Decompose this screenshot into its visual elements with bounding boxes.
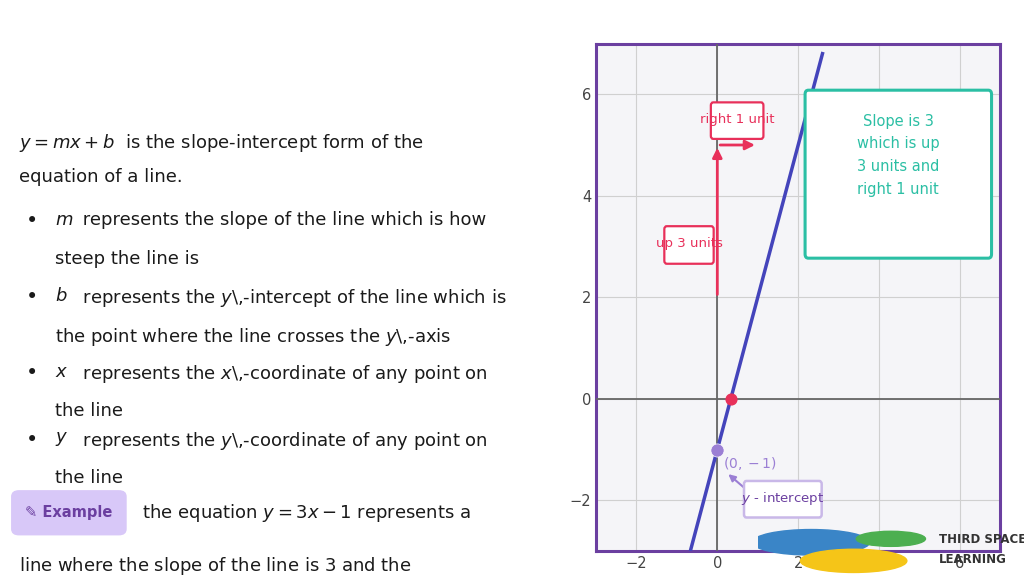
Text: $\mathit{m}$: $\mathit{m}$	[55, 211, 74, 229]
Text: $\mathit{x}$: $\mathit{x}$	[55, 363, 69, 381]
Text: $\mathit{y = mx + b}$: $\mathit{y = mx + b}$	[23, 21, 330, 82]
Text: LEARNING: LEARNING	[939, 553, 1007, 566]
Text: $\mathit{b}$: $\mathit{b}$	[55, 287, 68, 305]
Point	[709, 445, 725, 454]
Text: right 1 unit: right 1 unit	[699, 113, 774, 126]
Circle shape	[856, 531, 926, 546]
FancyBboxPatch shape	[12, 491, 126, 535]
Text: represents the $y$\,-coordinate of any point on: represents the $y$\,-coordinate of any p…	[77, 430, 487, 452]
Text: •: •	[26, 430, 38, 450]
Text: represents the $y$\,-intercept of the line which is: represents the $y$\,-intercept of the li…	[77, 287, 506, 309]
Text: steep the line is: steep the line is	[55, 249, 200, 267]
Text: the line: the line	[55, 402, 123, 420]
FancyBboxPatch shape	[744, 481, 821, 517]
Text: ✎ Example: ✎ Example	[26, 505, 113, 520]
Text: •: •	[26, 211, 38, 230]
Point	[723, 394, 739, 404]
Text: •: •	[26, 363, 38, 383]
Text: $\mathit{y}$: $\mathit{y}$	[55, 430, 69, 448]
Text: $(0, -1)$: $(0, -1)$	[723, 455, 776, 472]
Text: the line: the line	[55, 469, 123, 487]
FancyBboxPatch shape	[805, 90, 991, 258]
Text: represents the $x$\,-coordinate of any point on: represents the $x$\,-coordinate of any p…	[77, 363, 487, 385]
Text: the point where the line crosses the $y$\,-axis: the point where the line crosses the $y$…	[55, 326, 452, 348]
Text: up 3 units: up 3 units	[655, 237, 723, 251]
Text: THIRD SPACE: THIRD SPACE	[939, 533, 1024, 546]
Text: equation of a line.: equation of a line.	[18, 168, 182, 186]
FancyBboxPatch shape	[665, 226, 714, 264]
Text: line where the slope of the line is $3$ and the: line where the slope of the line is $3$ …	[18, 554, 412, 577]
Text: $y = mx + b$  is the slope-intercept form of the: $y = mx + b$ is the slope-intercept form…	[18, 132, 424, 154]
Text: $y$ - intercept: $y$ - intercept	[741, 490, 824, 507]
Text: represents the slope of the line which is how: represents the slope of the line which i…	[77, 211, 485, 229]
Circle shape	[801, 549, 907, 572]
Text: •: •	[26, 287, 38, 307]
Text: Slope is 3
which is up
3 units and
right 1 unit: Slope is 3 which is up 3 units and right…	[857, 114, 939, 197]
Circle shape	[753, 530, 869, 555]
Text: the equation $y = 3x - 1$ represents a: the equation $y = 3x - 1$ represents a	[131, 502, 471, 524]
FancyBboxPatch shape	[711, 102, 764, 139]
